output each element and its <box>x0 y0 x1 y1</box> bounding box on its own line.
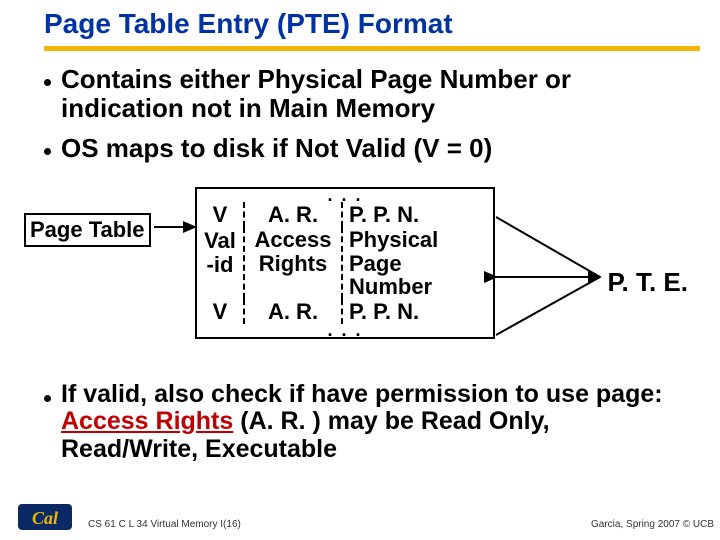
bullet-1-text: Contains either Physical Page Number or … <box>61 65 690 122</box>
bullet-list: Contains either Physical Page Number or … <box>0 51 720 163</box>
bullet-3-pre: If valid, also check if have permission … <box>61 380 663 408</box>
bullet-3-text: If valid, also check if have permission … <box>61 381 690 464</box>
bullet-3: If valid, also check if have permission … <box>44 381 690 464</box>
svg-text:Cal: Cal <box>32 508 58 528</box>
bullet-dot <box>44 148 51 155</box>
bullet-2-text: OS maps to disk if Not Valid (V = 0) <box>61 134 492 163</box>
cal-logo: Cal <box>16 500 74 534</box>
slide-title: Page Table Entry (PTE) Format <box>0 0 720 44</box>
pte-diagram: Page Table P. T. E. . . . V A. R. P. P. … <box>0 175 720 375</box>
connector-lines <box>0 175 720 375</box>
footer-right: Garcia, Spring 2007 © UCB <box>591 519 714 530</box>
bullet-dot <box>44 79 51 86</box>
bullet-1: Contains either Physical Page Number or … <box>44 65 690 122</box>
bullet-list-2: If valid, also check if have permission … <box>0 375 720 464</box>
access-rights-highlight: Access Rights <box>61 407 233 435</box>
bullet-2: OS maps to disk if Not Valid (V = 0) <box>44 134 690 163</box>
bullet-dot <box>44 395 51 402</box>
footer-left: CS 61 C L 34 Virtual Memory I(16) <box>88 519 241 530</box>
